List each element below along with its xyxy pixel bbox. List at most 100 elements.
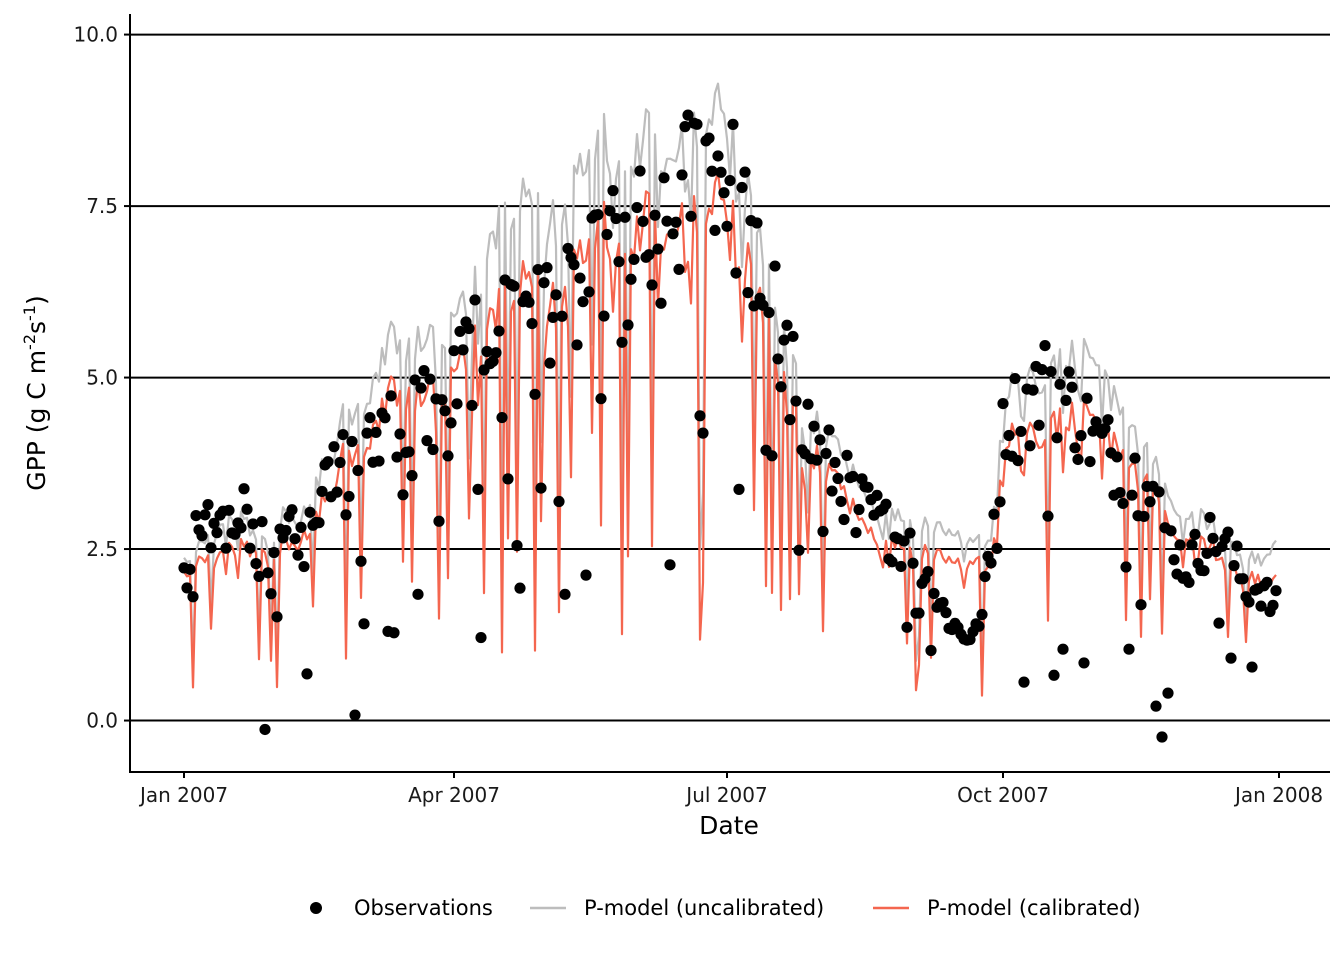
series-calibrated xyxy=(183,171,1277,697)
observation-point xyxy=(667,228,679,240)
observation-point xyxy=(328,441,340,453)
observation-point xyxy=(1069,442,1081,454)
observation-point xyxy=(904,527,916,539)
observation-point xyxy=(1267,599,1279,611)
observation-point xyxy=(694,410,706,422)
observation-point xyxy=(394,428,406,440)
y-axis-title-mid: s xyxy=(22,321,51,334)
observation-point xyxy=(598,310,610,322)
observation-point xyxy=(538,277,550,289)
observation-point xyxy=(832,472,844,485)
observation-point xyxy=(976,608,988,621)
observation-point xyxy=(1123,643,1135,655)
observation-point xyxy=(814,434,826,446)
observation-point xyxy=(697,427,709,439)
observation-point xyxy=(973,620,985,632)
observation-point xyxy=(1033,419,1045,431)
observation-point xyxy=(316,485,328,498)
observation-point xyxy=(1270,585,1282,597)
observation-point xyxy=(1084,456,1096,468)
observation-point xyxy=(1222,526,1234,538)
observation-point xyxy=(895,560,907,573)
observation-point xyxy=(1204,511,1216,524)
observation-point xyxy=(1042,510,1054,522)
observation-point xyxy=(1114,487,1126,499)
observation-point xyxy=(535,482,547,494)
observation-point xyxy=(1231,540,1243,552)
observation-point xyxy=(1102,414,1114,426)
y-axis-title-sup2: -1 xyxy=(20,305,39,321)
observation-point xyxy=(562,242,574,255)
observation-point xyxy=(730,267,742,279)
tick-marks: 0.0 2.5 5.0 7.5 10.0 Jan 2007 Apr 2007 Jul 2007… xyxy=(73,23,1323,807)
observation-point xyxy=(703,132,715,144)
series-observations xyxy=(178,109,1282,743)
observation-point xyxy=(403,446,415,458)
observation-point xyxy=(991,542,1003,554)
x-axis-title: Date xyxy=(699,811,759,840)
observation-point xyxy=(1018,676,1030,688)
observation-point xyxy=(1201,547,1213,560)
observation-point xyxy=(595,393,607,405)
observation-point xyxy=(388,627,400,639)
observation-point xyxy=(1189,528,1201,541)
observation-point xyxy=(1027,384,1039,396)
observation-point xyxy=(1135,599,1147,611)
observation-point xyxy=(247,518,259,530)
observation-point xyxy=(370,426,382,438)
observation-point xyxy=(511,540,523,552)
observation-point xyxy=(340,509,352,521)
observation-point xyxy=(184,563,196,575)
observation-point xyxy=(1150,700,1162,712)
observation-point xyxy=(553,495,565,508)
observation-point xyxy=(643,249,655,261)
observation-point xyxy=(793,544,805,556)
observation-point xyxy=(556,310,568,322)
observation-point xyxy=(244,542,256,554)
observation-point xyxy=(385,390,397,402)
legend-label-calibrated: P-model (calibrated) xyxy=(927,896,1141,920)
observation-point xyxy=(748,300,760,312)
x-tick-label: Apr 2007 xyxy=(408,783,500,807)
observation-point xyxy=(526,317,538,330)
observation-point xyxy=(1225,652,1237,664)
observation-point xyxy=(1153,486,1165,498)
observation-point xyxy=(463,322,475,335)
observation-point xyxy=(334,456,346,469)
observation-point xyxy=(1111,451,1123,463)
observation-point xyxy=(574,272,586,284)
observation-point xyxy=(1129,452,1141,464)
observation-point xyxy=(532,263,544,276)
observation-point xyxy=(658,172,670,184)
observation-point xyxy=(1126,489,1138,501)
observation-point xyxy=(409,374,421,386)
observation-point xyxy=(781,319,793,331)
observation-point xyxy=(922,566,934,578)
observation-point xyxy=(898,535,910,547)
observation-point xyxy=(268,546,280,559)
observation-point xyxy=(352,464,364,477)
observation-point xyxy=(1246,661,1258,673)
observation-point xyxy=(205,542,217,554)
observation-point xyxy=(841,449,853,461)
observation-point xyxy=(1183,576,1195,589)
observation-point xyxy=(238,483,250,495)
observation-point xyxy=(481,345,493,358)
observation-point xyxy=(250,558,262,570)
observation-point xyxy=(1066,381,1078,393)
observation-point xyxy=(1207,532,1219,544)
observation-point xyxy=(1138,510,1150,523)
observation-point xyxy=(1174,539,1186,551)
observation-point xyxy=(928,587,940,600)
observation-point xyxy=(379,412,391,424)
observation-point xyxy=(661,215,673,227)
observation-point xyxy=(817,525,829,538)
observation-point xyxy=(823,424,835,436)
observation-point xyxy=(625,273,637,285)
observation-point xyxy=(256,516,268,528)
y-axis-title-sup1: -2 xyxy=(20,334,39,350)
observation-point xyxy=(493,325,505,337)
observation-point xyxy=(619,211,631,223)
observation-point xyxy=(358,618,370,630)
